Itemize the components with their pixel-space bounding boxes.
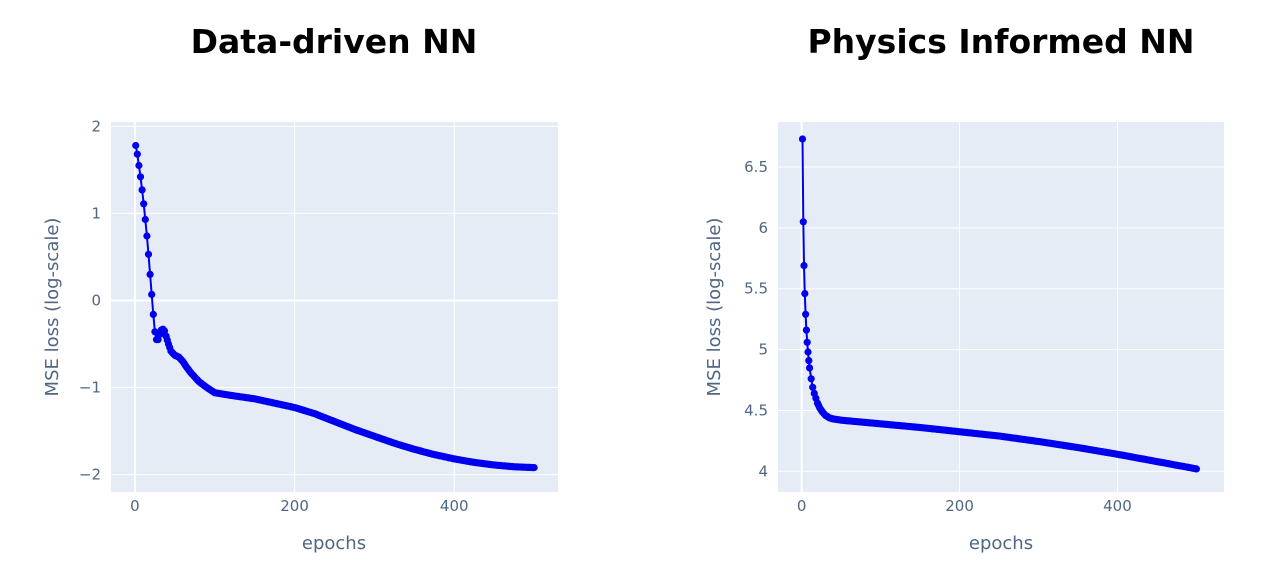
- data-point: [802, 310, 810, 318]
- y-axis-title: MSE loss (log-scale): [704, 218, 725, 397]
- y-tick-label: 2: [91, 117, 101, 135]
- data-point: [1192, 465, 1200, 473]
- plot-area: [111, 122, 558, 492]
- chart-physics-informed: Physics Informed NN 0 200 40044.555.566.5 …: [704, 22, 1224, 554]
- data-point: [149, 310, 157, 318]
- data-point: [806, 364, 814, 372]
- data-point: [146, 270, 154, 278]
- data-point: [800, 262, 808, 270]
- x-axis-title: epochs: [302, 533, 366, 554]
- data-point: [148, 290, 156, 298]
- data-point: [805, 357, 813, 365]
- y-tick-label: 5.5: [744, 280, 768, 298]
- data-point: [804, 348, 812, 356]
- x-tick-label: 200: [280, 497, 309, 515]
- data-point: [132, 141, 140, 150]
- data-point: [143, 232, 151, 240]
- y-tick-label: −1: [79, 379, 101, 397]
- x-tick-label: 0: [797, 497, 807, 515]
- y-axis-title: MSE loss (log-scale): [42, 218, 63, 397]
- data-point: [144, 250, 153, 258]
- data-point: [133, 150, 141, 158]
- data-point: [798, 135, 807, 143]
- chart-title: Physics Informed NN: [807, 22, 1194, 61]
- series-markers: [132, 141, 538, 472]
- y-tick-label: 4: [758, 462, 768, 480]
- data-point: [802, 326, 811, 334]
- x-tick-label: 400: [1103, 497, 1132, 515]
- y-tick-label: 6: [758, 219, 768, 237]
- y-tick-label: 6.5: [744, 158, 768, 176]
- data-point: [530, 464, 538, 472]
- data-point: [140, 200, 148, 208]
- y-tick-label: 4.5: [744, 401, 768, 419]
- data-point: [141, 215, 149, 224]
- chart-data-driven: Data-driven NN 0 200 400 −2 −1 0 1 2 epochs MSE…: [42, 22, 558, 554]
- y-tick-label: 5: [758, 341, 768, 359]
- data-point: [807, 375, 815, 383]
- data-point: [136, 173, 145, 181]
- x-axis-title: epochs: [969, 533, 1033, 554]
- y-tick-label: 1: [91, 204, 101, 222]
- x-tick-label: 200: [945, 497, 974, 515]
- data-point: [138, 186, 146, 194]
- x-tick-label: 0: [130, 497, 140, 515]
- plot-area: [778, 122, 1224, 492]
- data-point: [809, 383, 817, 391]
- data-point: [801, 290, 809, 298]
- x-tick-label: 400: [440, 497, 469, 515]
- y-tick-label: 0: [91, 291, 101, 309]
- data-point: [135, 161, 143, 170]
- y-tick-label: −2: [79, 466, 101, 484]
- series-markers: [798, 135, 1200, 473]
- data-point: [799, 218, 807, 226]
- chart-title: Data-driven NN: [191, 22, 478, 61]
- data-point: [803, 338, 811, 346]
